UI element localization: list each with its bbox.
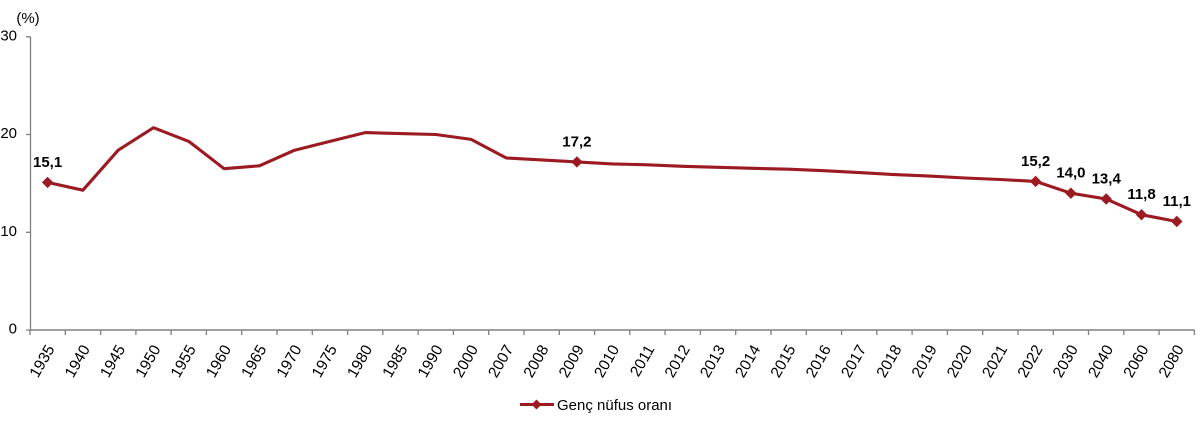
svg-text:15,1: 15,1 (33, 154, 62, 171)
svg-text:30: 30 (0, 27, 17, 44)
svg-text:(%): (%) (16, 10, 39, 27)
svg-text:0: 0 (9, 321, 17, 338)
svg-text:17,2: 17,2 (562, 133, 591, 150)
svg-text:13,4: 13,4 (1092, 171, 1122, 188)
svg-text:11,1: 11,1 (1163, 193, 1191, 210)
svg-text:11,8: 11,8 (1127, 186, 1155, 203)
svg-text:20: 20 (0, 125, 17, 142)
svg-text:14,0: 14,0 (1056, 165, 1085, 182)
svg-text:10: 10 (0, 223, 17, 240)
svg-text:Genç nüfus oranı: Genç nüfus oranı (557, 397, 672, 414)
svg-text:15,2: 15,2 (1021, 153, 1050, 170)
